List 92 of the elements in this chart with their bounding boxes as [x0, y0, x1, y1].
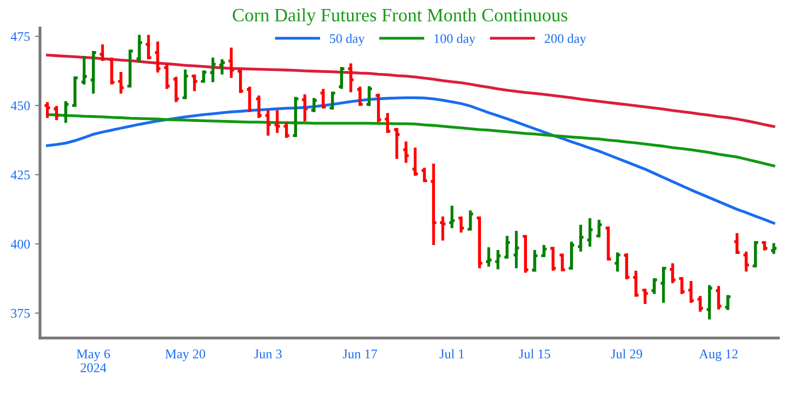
candlestick [540, 244, 548, 258]
candlestick [89, 50, 98, 95]
candlestick [732, 232, 742, 256]
candlestick [282, 120, 291, 140]
candlestick [622, 252, 631, 281]
candlestick [751, 241, 760, 268]
candlestick [162, 62, 172, 90]
candlestick [659, 266, 668, 304]
y-tick-label: 425 [10, 170, 30, 180]
candlestick [475, 215, 484, 270]
candlestick [356, 85, 364, 108]
candlestick [668, 262, 677, 285]
candlestick [116, 70, 126, 95]
candlestick [291, 96, 300, 138]
candlestick [374, 92, 383, 124]
x-tick-label: Jun 17 [342, 350, 378, 358]
candlestick [567, 240, 576, 271]
candlestick [760, 240, 769, 252]
candlestick [494, 248, 502, 271]
candlestick [466, 209, 474, 232]
candlestick [126, 48, 134, 88]
candlestick [181, 68, 190, 100]
candlestick [190, 73, 199, 92]
candlestick [62, 100, 70, 124]
candlestick [208, 56, 218, 84]
line-series [46, 96, 776, 225]
candlestick [300, 93, 309, 123]
candlestick [70, 76, 80, 108]
x-tick-label: Jul 1 [440, 349, 464, 358]
x-tick-label: Jul 29 [611, 349, 642, 358]
candlestick [613, 251, 622, 273]
candlestick [742, 250, 750, 273]
y-tick-label: 375 [11, 308, 30, 318]
candlestick [365, 84, 374, 108]
candlestick [328, 90, 337, 112]
candlestick [108, 56, 116, 86]
candlestick [586, 216, 594, 248]
candlestick [457, 215, 466, 234]
candlestick [521, 234, 530, 274]
candlestick [714, 284, 723, 311]
candlestick [402, 140, 410, 164]
candlestick [172, 75, 180, 104]
candlestick [502, 234, 512, 260]
candlestick [227, 46, 236, 80]
legend-label: 50 day [330, 34, 365, 46]
legend-label: 100 day [434, 34, 476, 46]
candlestick [144, 34, 153, 61]
line-series [46, 113, 776, 168]
candlestick [696, 294, 704, 314]
candlestick [135, 34, 144, 64]
candlestick [154, 40, 162, 74]
candlestick [310, 96, 318, 114]
candlestick [650, 276, 658, 296]
candlestick [429, 162, 438, 246]
candlestick [576, 223, 585, 254]
candlestick [420, 166, 429, 184]
candlestick [512, 229, 520, 270]
candlestick [80, 54, 88, 86]
x-tick-label: May 6 2024 [76, 349, 110, 372]
candlestick [319, 88, 328, 110]
y-tick-label: 400 [10, 240, 30, 249]
legend-label: 200 day [544, 34, 586, 46]
candlestick [632, 269, 640, 298]
candlestick [686, 280, 696, 304]
candlestick [530, 248, 539, 273]
candlestick [558, 252, 566, 272]
candlestick [98, 42, 107, 62]
y-tick-label: 450 [10, 101, 30, 110]
x-tick-label: Jun 3 [254, 350, 282, 358]
x-tick-label: Jul 15 [519, 349, 550, 358]
candlestick [246, 85, 254, 114]
x-tick-label: May 20 [165, 349, 206, 362]
candlestick [346, 62, 355, 94]
candlestick [705, 284, 714, 321]
candlestick [236, 68, 245, 94]
candlestick [678, 276, 686, 296]
candlestick [392, 126, 401, 160]
line-series [46, 54, 776, 128]
candlestick [724, 294, 732, 312]
y-tick-label: 475 [10, 32, 30, 42]
chart-title: Corn Daily Futures Front Month Continuous [232, 8, 568, 26]
candlestick [594, 218, 604, 239]
candlestick [52, 104, 61, 122]
candlestick [254, 94, 263, 120]
candlestick [264, 108, 272, 138]
candlestick [337, 66, 346, 90]
candlestick [200, 68, 208, 84]
x-tick-label: Aug 12 [699, 349, 738, 362]
candlestick [383, 112, 392, 134]
candlestick [604, 225, 612, 262]
candlestick [411, 146, 420, 178]
candlestick [548, 246, 558, 272]
